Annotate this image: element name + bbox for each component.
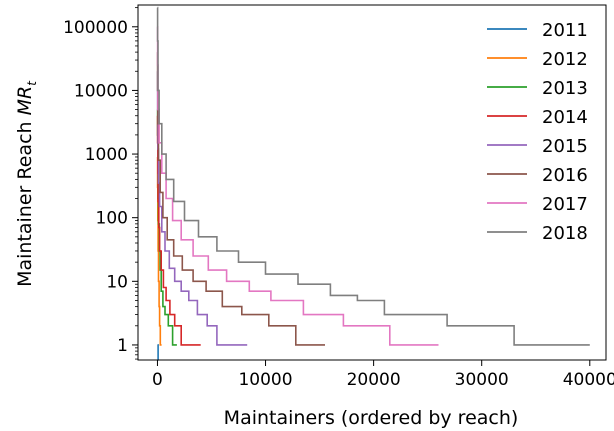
- y-tick-label: 100: [96, 209, 128, 229]
- y-tick-label: 1: [117, 336, 128, 356]
- x-tick-label: 30000: [455, 370, 509, 390]
- x-tick-label: 20000: [347, 370, 401, 390]
- y-tick-label: 10: [106, 272, 128, 292]
- y-tick-label: 100000: [63, 18, 128, 38]
- series-line-2018: [156, 6, 590, 346]
- legend-label-2018: 2018: [542, 223, 588, 244]
- plot-lines: [156, 6, 590, 361]
- y-axis-label: Maintainer Reach MRt: [14, 80, 39, 287]
- y-tick-label: 10000: [74, 81, 128, 101]
- legend-label-2012: 2012: [542, 49, 588, 70]
- x-axis-label: Maintainers (ordered by reach): [224, 407, 519, 429]
- legend-label-2017: 2017: [542, 194, 588, 215]
- legend-label-2015: 2015: [542, 136, 588, 157]
- series-line-2014: [156, 114, 201, 346]
- y-tick-label: 1000: [85, 145, 128, 165]
- series-line-2011: [157, 344, 159, 361]
- legend-label-2013: 2013: [542, 78, 588, 99]
- x-tick-label: 40000: [563, 370, 614, 390]
- y-axis-label-text: Maintainer Reach: [14, 121, 36, 286]
- x-tick-label: 10000: [238, 370, 292, 390]
- plot-frame: [137, 4, 607, 361]
- series-line-2015: [156, 70, 248, 346]
- y-axis-label-symbol: MR: [14, 86, 36, 116]
- y-axis-label-subscript: t: [25, 80, 39, 86]
- legend-label-2011: 2011: [542, 20, 588, 41]
- legend-label-2014: 2014: [542, 107, 588, 128]
- axes: 0 10000 20000 30000 40000 1 10 100 1000 10000 1000…: [63, 4, 614, 390]
- legend: 2011 2012 2013 2014 2015 2016 2017 2018: [487, 20, 588, 244]
- x-tick-label: 0: [152, 370, 163, 390]
- legend-label-2016: 2016: [542, 165, 588, 186]
- series-line-2017: [156, 26, 439, 346]
